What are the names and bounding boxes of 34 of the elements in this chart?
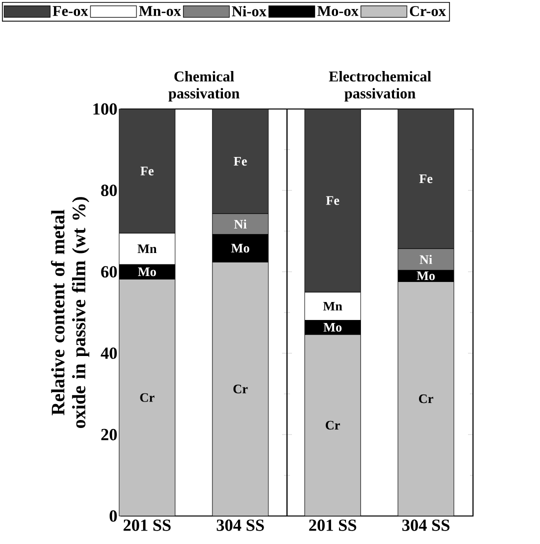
x-tick-label: 304 SS [216,520,264,531]
data-label: Ni [234,219,247,228]
data-label: Mo [138,267,156,276]
data-label: Mo [231,244,250,252]
legend-label: Ni-ox [232,6,266,16]
data-label: Cr [233,384,248,394]
data-label: Mn [138,244,157,254]
data-label: Fe [234,156,247,166]
x-tick-label: 201 SS [309,520,356,531]
data-label: Ni [420,254,432,264]
legend-label: Mo-ox [317,6,359,16]
x-tick-label: 201 SS [124,520,171,531]
y-tick-label: 80 [101,184,117,196]
y-tick-label: 60 [101,266,117,278]
x-tick-label: 304 SS [402,520,450,531]
data-label: Cr [326,420,340,430]
y-tick-label: 20 [101,428,117,440]
chart-title: Electrochemical passivation [328,71,432,102]
y-tick-label: 0 [110,510,117,522]
legend-label: Fe-ox [52,6,88,16]
y-axis-title: Relative content of metal oxide in passive film (wt %) [50,197,90,428]
y-tick-label: 40 [100,347,117,359]
data-label: Fe [326,196,340,205]
data-label: Fe [140,166,154,176]
data-label: Mo [416,272,435,280]
data-label: Fe [419,174,432,184]
legend-label: Mn-ox [138,6,181,16]
y-tick-label: 100 [93,103,117,115]
data-label: Cr [419,394,434,404]
legend-label: Cr-ox [410,6,446,16]
data-label: Cr [140,393,154,402]
data-label: Mn [323,302,342,310]
data-label: Mo [324,323,342,332]
chart-title: Chemical passivation [168,71,240,102]
